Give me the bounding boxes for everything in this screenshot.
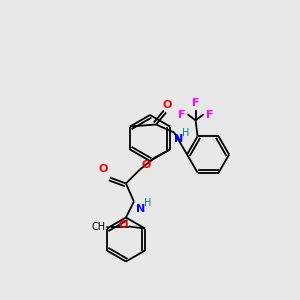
- Text: H: H: [182, 128, 190, 139]
- Text: F: F: [178, 110, 186, 120]
- Text: O: O: [118, 220, 128, 230]
- Text: F: F: [192, 98, 199, 108]
- Text: N: N: [136, 203, 145, 214]
- Text: O: O: [98, 164, 108, 175]
- Text: CH₃: CH₃: [92, 221, 110, 232]
- Text: F: F: [206, 110, 213, 120]
- Text: N: N: [174, 134, 183, 143]
- Text: H: H: [144, 197, 151, 208]
- Text: O: O: [142, 160, 151, 170]
- Text: O: O: [162, 100, 172, 110]
